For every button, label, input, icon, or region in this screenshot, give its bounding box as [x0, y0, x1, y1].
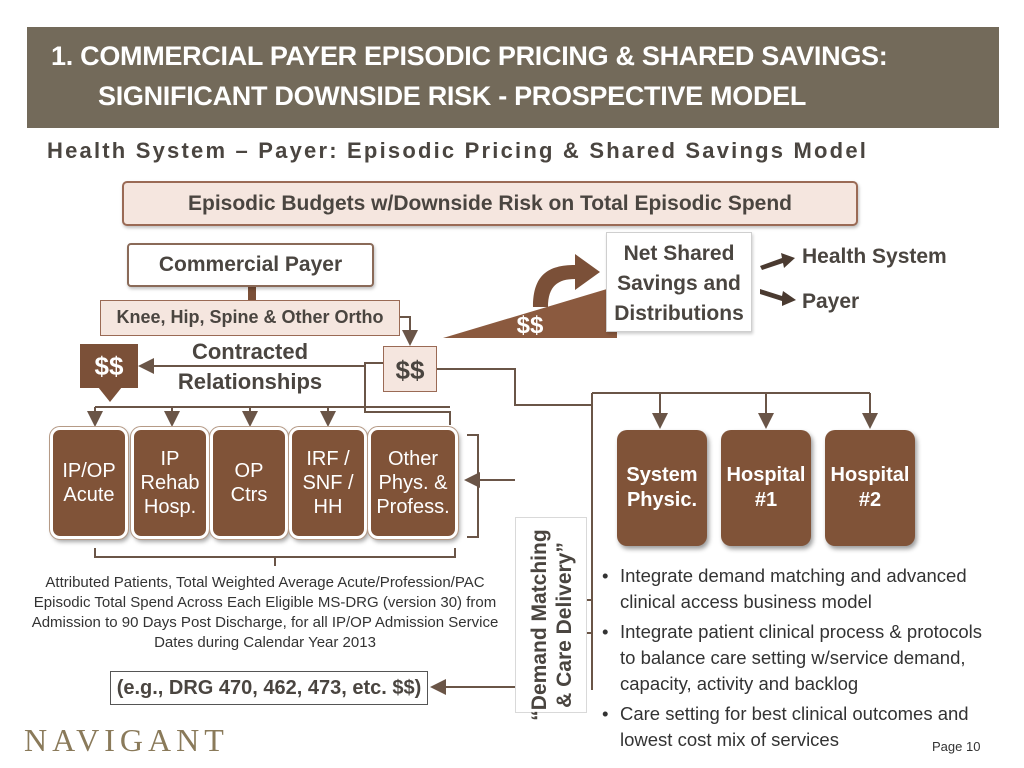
money-left: $$ — [80, 344, 138, 388]
demand-line-1: “Demand Matching — [528, 529, 551, 721]
destination-health-system: Health System — [802, 245, 947, 268]
destination-payer: Payer — [802, 290, 860, 313]
care-unit-label: IP/OP Acute — [62, 460, 116, 506]
provider-label: Hospital #2 — [830, 464, 910, 511]
title-line-2: SIGNIFICANT DOWNSIDE RISK - PROSPECTIVE … — [98, 81, 807, 111]
provider-label: Hospital #1 — [726, 464, 806, 511]
care-unit-label: IRF / SNF / HH — [302, 448, 354, 518]
commercial-payer-box: Commercial Payer — [127, 243, 374, 287]
contracted-line-2: Relationships — [177, 369, 323, 394]
care-unit-label: Other Phys. & Profess. — [376, 448, 450, 518]
attributed-patients-note: Attributed Patients, Total Weighted Aver… — [31, 574, 499, 651]
savings-triangle — [443, 286, 617, 338]
bullet-item: Care setting for best clinical outcomes … — [600, 701, 1000, 753]
contracted-relationships-label: Contracted Relationships — [160, 337, 340, 397]
diagram-subtitle: Health System – Payer: Episodic Pricing … — [47, 138, 869, 163]
ortho-box: Knee, Hip, Spine & Other Ortho — [100, 300, 400, 336]
arrow-health-system-icon — [760, 253, 795, 270]
bullet-item: Integrate patient clinical process & pro… — [600, 619, 1000, 697]
bullet-list: Integrate demand matching and advanced c… — [600, 563, 1000, 757]
curved-arrow-icon — [533, 254, 600, 307]
money-triangle: $$ — [516, 312, 544, 339]
provider-hospital-1: Hospital #1 — [721, 430, 811, 546]
down-arrow-icon — [98, 387, 122, 402]
title-line-1: 1. COMMERCIAL PAYER EPISODIC PRICING & S… — [51, 41, 888, 71]
demand-matching-box: “Demand Matching & Care Delivery” — [515, 517, 587, 721]
net-shared-savings-box: Net Shared Savings and Distributions — [606, 232, 752, 332]
care-unit-label: OP Ctrs — [230, 460, 268, 506]
drg-example-box: (e.g., DRG 470, 462, 473, etc. $$) — [110, 671, 428, 705]
contracted-line-1: Contracted — [191, 339, 309, 364]
page-number: Page 10 — [932, 739, 981, 754]
care-unit-ip-op-acute: IP/OP Acute — [49, 426, 129, 540]
demand-line-2: & Care Delivery” — [553, 542, 576, 708]
episodic-budget-banner: Episodic Budgets w/Downside Risk on Tota… — [122, 181, 858, 226]
care-unit-label: IP Rehab Hosp. — [140, 448, 200, 518]
demand-matching-label: “Demand Matching & Care Delivery” — [527, 527, 577, 723]
provider-label: System Physic. — [626, 464, 698, 511]
arrow-payer-icon — [760, 289, 796, 306]
provider-hospital-2: Hospital #2 — [825, 430, 915, 546]
care-unit-ip-rehab: IP Rehab Hosp. — [130, 426, 210, 540]
title-banner: 1. COMMERCIAL PAYER EPISODIC PRICING & S… — [27, 27, 999, 128]
provider-system-physic: System Physic. — [617, 430, 707, 546]
money-center: $$ — [383, 346, 437, 392]
care-unit-op-ctrs: OP Ctrs — [209, 426, 289, 540]
care-unit-other-phys: Other Phys. & Profess. — [367, 426, 459, 540]
bullet-item: Integrate demand matching and advanced c… — [600, 563, 1000, 615]
care-unit-irf-snf-hh: IRF / SNF / HH — [288, 426, 368, 540]
navigant-logo: NAVIGANT — [24, 722, 229, 758]
